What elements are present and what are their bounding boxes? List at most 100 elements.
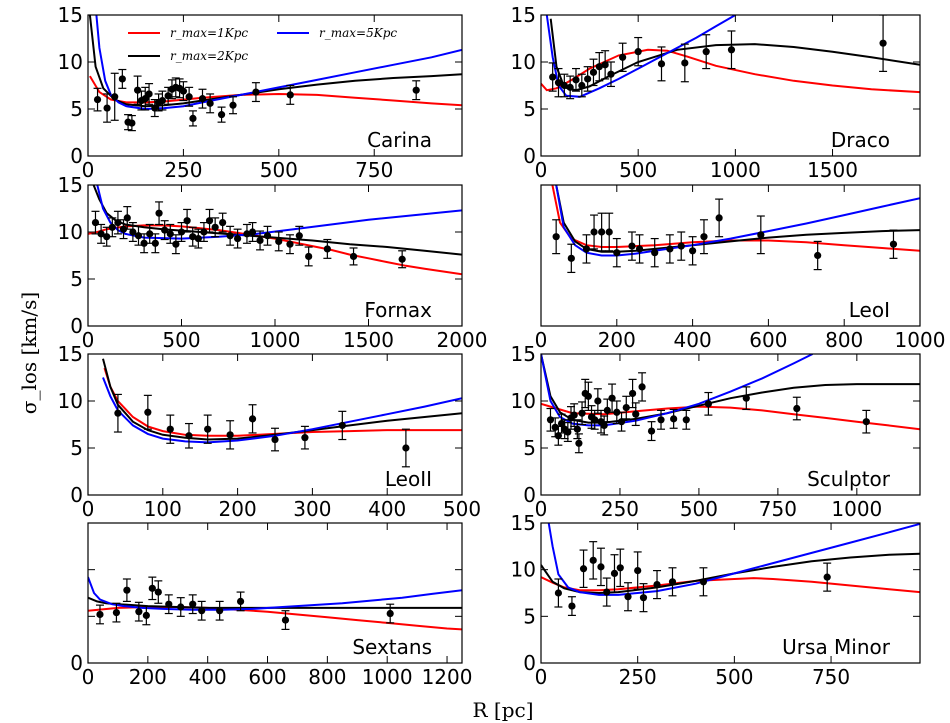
x-tick-label: 250 bbox=[601, 497, 639, 521]
data-point-fornax bbox=[285, 234, 294, 255]
marker bbox=[554, 432, 562, 440]
marker bbox=[578, 409, 586, 417]
data-point-sextans bbox=[386, 603, 395, 624]
panel-sculptor: 0 250 500 750 1000 0 5 10 15 Sculptor bbox=[511, 342, 921, 521]
curve-r-max-5kpc-leoi bbox=[555, 185, 920, 257]
data-point-carina bbox=[412, 80, 421, 101]
data-point-fornax bbox=[349, 247, 358, 266]
data-point-draco bbox=[583, 66, 592, 92]
marker bbox=[179, 87, 188, 95]
marker bbox=[234, 234, 242, 243]
data-point-ursa-minor bbox=[639, 583, 648, 613]
marker bbox=[554, 79, 563, 87]
y-tick-label: 10 bbox=[511, 558, 536, 582]
data-point-carina bbox=[206, 93, 215, 114]
data-point-leoii bbox=[184, 422, 193, 449]
legend-label-5kpc: r_max=5Kpc bbox=[319, 26, 397, 40]
plot-area-fornax bbox=[88, 185, 462, 276]
marker bbox=[112, 609, 121, 617]
marker bbox=[651, 249, 659, 257]
marker bbox=[412, 86, 420, 94]
frame-sculptor bbox=[540, 353, 921, 496]
data-point-fornax bbox=[211, 217, 220, 238]
data-point-carina bbox=[158, 90, 167, 111]
data-point-leoii bbox=[143, 394, 152, 430]
panel-fornax: 0 500 1000 1500 2000 0 5 10 15 Fornax bbox=[58, 173, 488, 352]
marker bbox=[742, 394, 750, 402]
data-point-fornax bbox=[233, 228, 242, 249]
y-tick-label: 10 bbox=[58, 220, 83, 244]
data-point-sextans bbox=[122, 578, 131, 603]
data-point-sculptor bbox=[657, 409, 666, 430]
marker bbox=[554, 589, 563, 597]
x-tick-label: 0 bbox=[82, 497, 95, 521]
curve-r-max-2kpc-fornax bbox=[92, 185, 462, 256]
marker bbox=[573, 425, 581, 433]
marker bbox=[103, 233, 111, 241]
x-tick-label: 2000 bbox=[437, 328, 488, 352]
data-point-leoi bbox=[650, 237, 659, 268]
y-tick-label: 10 bbox=[58, 50, 83, 74]
data-point-leoi bbox=[567, 243, 576, 274]
marker bbox=[216, 607, 224, 615]
data-point-draco bbox=[727, 30, 736, 70]
x-tick-label: 500 bbox=[443, 497, 481, 521]
marker bbox=[727, 46, 736, 54]
data-point-leoii bbox=[248, 404, 257, 434]
data-point-carina bbox=[185, 86, 194, 107]
legend-label-1kpc: r_max=1Kpc bbox=[170, 26, 248, 40]
y-tick-label: 15 bbox=[511, 3, 536, 27]
marker bbox=[172, 240, 180, 248]
data-point-draco bbox=[577, 73, 586, 98]
marker bbox=[198, 95, 207, 103]
frame-ursa-minor bbox=[540, 522, 921, 664]
marker bbox=[601, 61, 609, 69]
data-point-sculptor bbox=[792, 396, 801, 421]
data-point-ursa-minor bbox=[589, 541, 598, 580]
data-point-draco bbox=[566, 75, 575, 100]
marker bbox=[862, 418, 870, 426]
data-point-sculptor bbox=[682, 409, 691, 430]
data-point-carina bbox=[145, 83, 154, 105]
data-point-sculptor bbox=[669, 408, 678, 429]
marker bbox=[635, 245, 644, 253]
marker bbox=[295, 232, 303, 240]
x-tick-label: 250 bbox=[619, 665, 657, 689]
data-point-leoi bbox=[889, 229, 898, 259]
data-point-leoi bbox=[665, 234, 674, 264]
panel-title-leoii: LeoII bbox=[385, 467, 432, 491]
marker bbox=[677, 242, 685, 250]
y-tick-label: 15 bbox=[511, 511, 536, 535]
data-point-fornax bbox=[140, 233, 149, 254]
data-point-sculptor bbox=[608, 383, 617, 413]
marker bbox=[607, 70, 615, 78]
marker bbox=[398, 255, 406, 263]
panel-title-draco: Draco bbox=[831, 128, 890, 152]
panel-draco: 0 500 1000 1500 0 5 10 15 Draco bbox=[511, 3, 921, 182]
marker bbox=[183, 217, 191, 225]
marker bbox=[628, 389, 637, 398]
x-tick-label: 800 bbox=[308, 665, 346, 689]
data-point-draco bbox=[657, 46, 666, 82]
x-tick-label: 750 bbox=[355, 158, 393, 182]
data-point-draco bbox=[634, 36, 643, 67]
plot-area-leoii bbox=[102, 358, 462, 468]
marker bbox=[622, 403, 630, 412]
y-tick-label: 10 bbox=[58, 389, 83, 413]
marker bbox=[616, 564, 624, 572]
data-point-draco bbox=[702, 34, 711, 70]
data-point-ursa-minor bbox=[579, 549, 588, 589]
marker bbox=[135, 608, 143, 616]
data-point-ursa-minor bbox=[624, 582, 633, 612]
marker bbox=[252, 88, 260, 96]
data-point-draco bbox=[680, 43, 689, 83]
data-point-draco bbox=[548, 62, 557, 92]
x-tick-label: 0 bbox=[535, 158, 548, 182]
marker bbox=[793, 404, 801, 413]
data-point-sculptor bbox=[570, 403, 579, 427]
curve-r-max-2kpc-leoii bbox=[102, 358, 462, 441]
data-point-leoi bbox=[688, 236, 697, 266]
data-point-ursa-minor bbox=[596, 547, 605, 587]
y-tick-label: 0 bbox=[70, 144, 83, 168]
